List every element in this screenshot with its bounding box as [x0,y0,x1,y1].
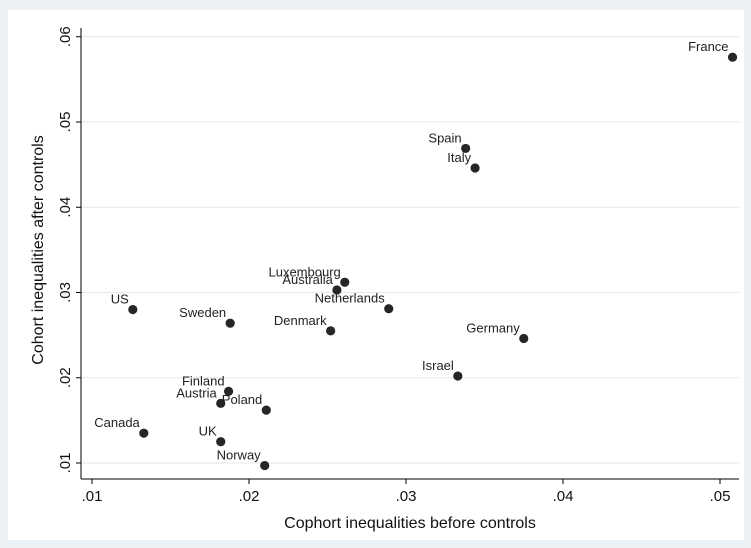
point-label-italy: Italy [447,150,471,165]
point-label-poland: Poland [222,392,262,407]
point-canada [139,428,149,438]
point-sweden [225,318,235,328]
point-label-spain: Spain [428,130,461,145]
point-germany [519,333,529,344]
y-tick-label: .02 [57,367,74,388]
x-axis-title: Cophort inequalities before controls [284,515,536,532]
point-us [128,304,138,315]
point-uk [216,437,226,447]
point-poland [261,405,271,415]
y-tick-label: .03 [57,282,74,303]
point-label-canada: Canada [94,415,140,430]
point-austria [216,398,226,408]
x-tick-label: .02 [239,488,260,505]
point-label-germany: Germany [466,321,520,336]
tick-labels: .01 .02 .03 .04 .05 .06 .01 .02 .03 .04 .05 [57,26,730,505]
point-luxembourg [340,277,350,287]
point-finland [223,386,234,396]
y-tick-label: .05 [57,112,74,133]
y-tick-label: .06 [57,26,74,47]
point-label-denmark: Denmark [274,313,327,328]
point-denmark [326,326,336,336]
point-israel [453,371,463,381]
point-label-austria: Austria [176,385,217,400]
x-tick-label: .05 [710,488,731,505]
x-tick-label: .04 [553,488,574,505]
point-label-israel: Israel [422,358,454,373]
point-netherlands [384,304,394,314]
point-label-france: France [688,39,728,54]
y-tick-label: .01 [57,453,74,474]
x-tick-label: .01 [82,488,103,505]
y-tick-label: .04 [57,197,74,218]
point-label-sweden: Sweden [179,305,226,320]
point-label-netherlands: Netherlands [315,291,386,306]
x-tick-label: .03 [396,488,417,505]
point-label-luxembourg: Luxembourg [268,264,340,279]
axes [80,28,739,480]
point-italy [470,163,480,173]
point-australia [332,285,342,295]
point-label-australia: Australia [282,272,333,287]
point-label-norway: Norway [217,448,262,463]
point-france [727,52,738,62]
point-spain [461,143,471,154]
point-label-us: US [111,292,129,307]
plot-background [8,10,744,540]
point-label-uk: UK [199,424,217,439]
y-axis-title: Cohort inequalities after controls [30,135,47,364]
point-norway [260,460,270,471]
grid-lines [81,36,739,464]
point-label-finland: Finland [182,373,225,388]
